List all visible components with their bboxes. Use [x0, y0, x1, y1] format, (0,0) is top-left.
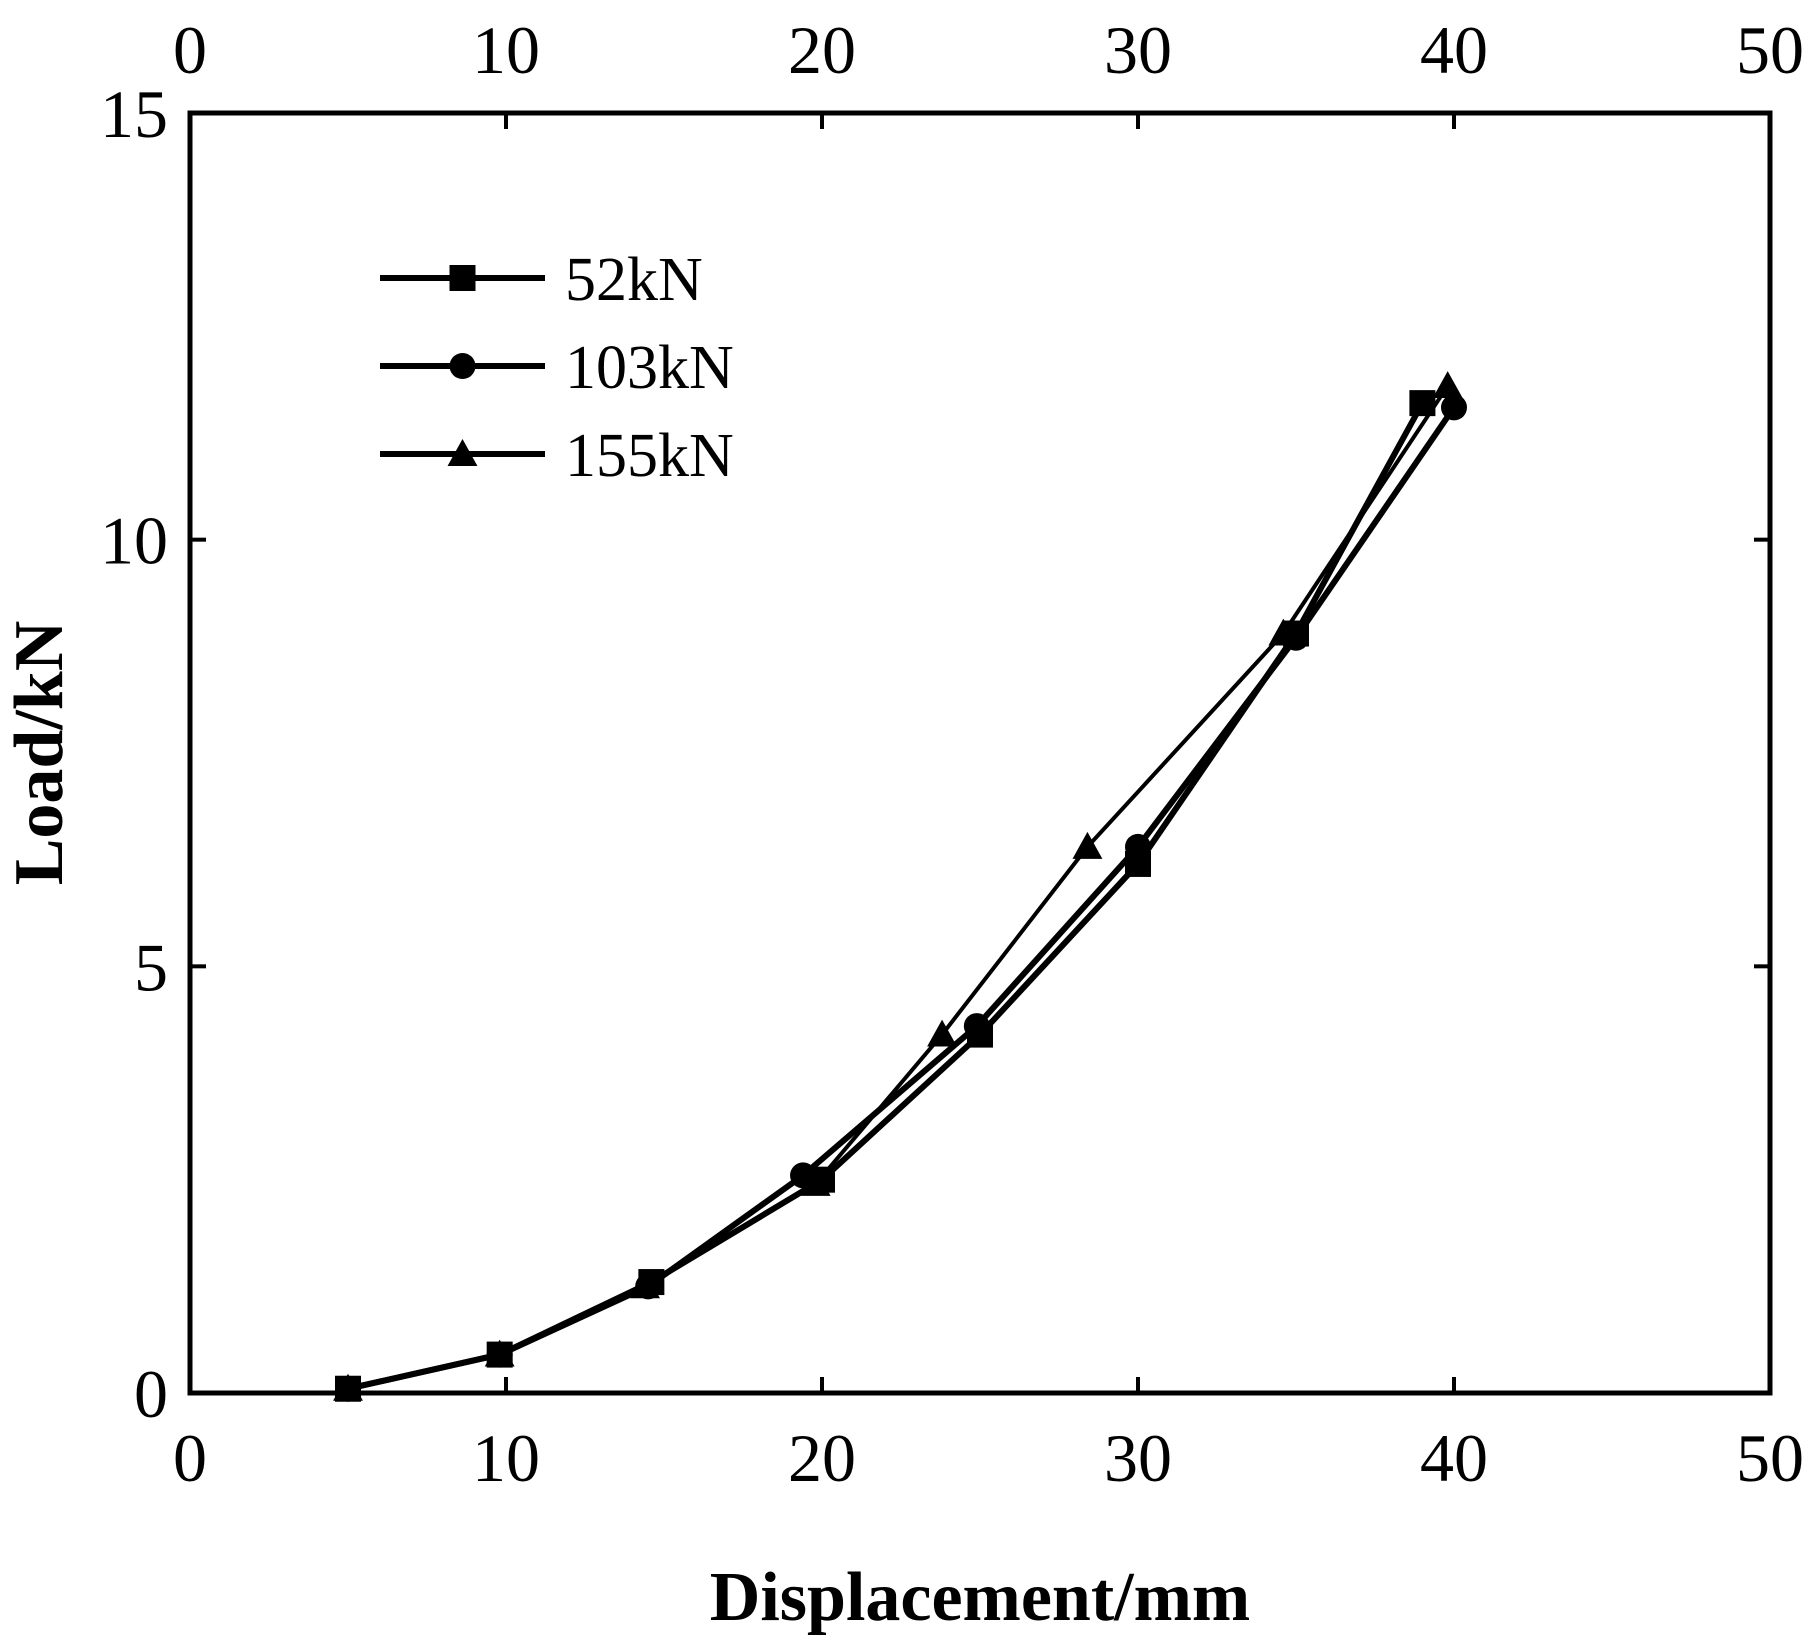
plot-frame	[187, 110, 1773, 1396]
data-point	[630, 1271, 660, 1299]
series-155kN	[333, 371, 1463, 1401]
data-point	[1441, 394, 1467, 421]
legend-label: 155kN	[565, 422, 734, 490]
x-tick-label: 0	[173, 1420, 207, 1496]
y-tick-label: 10	[100, 503, 168, 579]
top-tick-label: 20	[788, 12, 856, 88]
axis-ticks: 0 10 20 30 40 50 0 10 20 30 40 50 0 5 10 15	[100, 12, 1804, 1496]
series-103kN	[335, 394, 1467, 1402]
series-line	[347, 384, 1450, 1391]
series-52kN	[335, 390, 1436, 1402]
top-tick-label: 50	[1736, 12, 1804, 88]
data-point	[1125, 833, 1151, 860]
data-point	[333, 1373, 363, 1401]
x-axis-title: Displacement/mm	[710, 1559, 1250, 1636]
y-tick-label: 15	[100, 76, 168, 152]
data-series	[333, 371, 1467, 1402]
y-tick-label: 5	[134, 929, 168, 1005]
series-line	[347, 401, 1426, 1392]
data-point	[927, 1019, 958, 1047]
legend-label: 52kN	[565, 246, 703, 314]
top-tick-label: 10	[472, 12, 540, 88]
x-tick-label: 10	[472, 1420, 540, 1496]
top-tick-label: 40	[1420, 12, 1488, 88]
legend-label: 103kN	[565, 334, 734, 402]
data-point	[1268, 618, 1299, 646]
legend: 52kN 103kN 155kN	[380, 246, 734, 490]
data-point	[1072, 831, 1103, 859]
x-tick-label: 40	[1420, 1420, 1488, 1496]
data-point	[800, 1168, 831, 1196]
top-tick-label: 0	[173, 12, 207, 88]
x-tick-label: 50	[1736, 1420, 1804, 1496]
y-axis-title: Load/kN	[1, 621, 78, 886]
data-point	[963, 1013, 990, 1040]
series-line	[347, 405, 1457, 1392]
x-tick-label: 20	[788, 1420, 856, 1496]
legend-marker	[447, 439, 478, 466]
top-tick-label: 30	[1104, 12, 1172, 88]
y-tick-label: 0	[134, 1356, 168, 1432]
legend-marker	[449, 265, 476, 291]
x-tick-label: 30	[1104, 1420, 1172, 1496]
data-point	[1432, 371, 1463, 399]
data-point	[484, 1339, 515, 1367]
legend-marker	[449, 353, 476, 379]
